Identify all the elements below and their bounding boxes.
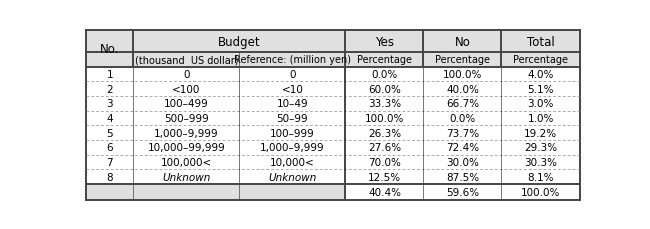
Bar (86, 140, 580, 155)
Text: 1,000–9,999: 1,000–9,999 (154, 128, 218, 138)
Text: 100,000<: 100,000< (161, 157, 212, 167)
Text: 10,000–99,999: 10,000–99,999 (148, 143, 225, 153)
Text: 1.0%: 1.0% (528, 114, 554, 123)
Text: 10,000<: 10,000< (270, 157, 315, 167)
Text: 30.3%: 30.3% (524, 157, 557, 167)
Text: 12.5%: 12.5% (368, 172, 401, 182)
Text: 60.0%: 60.0% (368, 85, 401, 94)
Text: No.: No. (100, 43, 120, 56)
Text: 87.5%: 87.5% (446, 172, 479, 182)
Text: Percentage: Percentage (514, 55, 568, 65)
Text: 4.0%: 4.0% (528, 70, 554, 80)
Bar (86, 170, 580, 184)
Text: 100–499: 100–499 (164, 99, 209, 109)
Text: 40.0%: 40.0% (446, 85, 479, 94)
Text: 7: 7 (107, 157, 113, 167)
Text: <10: <10 (281, 85, 304, 94)
Text: 72.4%: 72.4% (446, 143, 479, 153)
Text: 5.1%: 5.1% (527, 85, 554, 94)
Text: Percentage: Percentage (357, 55, 412, 65)
Text: 50–99: 50–99 (277, 114, 308, 123)
Text: 19.2%: 19.2% (524, 128, 557, 138)
Text: 100.0%: 100.0% (365, 114, 404, 123)
Text: No: No (454, 35, 471, 48)
Text: 59.6%: 59.6% (446, 187, 479, 197)
Text: 6: 6 (107, 143, 113, 153)
Text: 40.4%: 40.4% (368, 187, 401, 197)
Bar (86, 184, 580, 200)
Bar (86, 82, 580, 97)
Bar (86, 111, 580, 126)
Text: 73.7%: 73.7% (446, 128, 479, 138)
Text: 70.0%: 70.0% (368, 157, 401, 167)
Text: 2: 2 (107, 85, 113, 94)
Text: 5: 5 (107, 128, 113, 138)
Bar (86, 31, 580, 68)
Text: 10–49: 10–49 (277, 99, 308, 109)
Text: 26.3%: 26.3% (368, 128, 401, 138)
Text: <100: <100 (172, 85, 200, 94)
Text: Unknown: Unknown (268, 172, 317, 182)
Text: Yes: Yes (375, 35, 394, 48)
Text: 8.1%: 8.1% (527, 172, 554, 182)
Bar (86, 184, 345, 200)
Bar (86, 155, 580, 170)
Bar (86, 68, 580, 82)
Text: (thousand  US dollar): (thousand US dollar) (135, 55, 238, 65)
Bar (86, 97, 580, 111)
Text: 30.0%: 30.0% (446, 157, 479, 167)
Text: 8: 8 (107, 172, 113, 182)
Text: Percentage: Percentage (435, 55, 490, 65)
Text: Reference: (million yen): Reference: (million yen) (234, 55, 351, 65)
Text: 4: 4 (107, 114, 113, 123)
Text: 33.3%: 33.3% (368, 99, 401, 109)
Text: 100–999: 100–999 (270, 128, 315, 138)
Text: Total: Total (527, 35, 554, 48)
Text: 27.6%: 27.6% (368, 143, 401, 153)
Text: 29.3%: 29.3% (524, 143, 557, 153)
Bar (86, 126, 580, 140)
Text: 1: 1 (107, 70, 113, 80)
Text: 3: 3 (107, 99, 113, 109)
Text: 0: 0 (289, 70, 296, 80)
Text: 100.0%: 100.0% (521, 187, 560, 197)
Text: 3.0%: 3.0% (528, 99, 554, 109)
Text: 500–999: 500–999 (164, 114, 209, 123)
Text: 100.0%: 100.0% (443, 70, 482, 80)
Text: 0.0%: 0.0% (449, 114, 476, 123)
Text: Unknown: Unknown (162, 172, 211, 182)
Text: 66.7%: 66.7% (446, 99, 479, 109)
Text: 1,000–9,999: 1,000–9,999 (260, 143, 325, 153)
Text: Budget: Budget (218, 35, 261, 48)
Text: 0.0%: 0.0% (371, 70, 398, 80)
Text: 0: 0 (183, 70, 190, 80)
